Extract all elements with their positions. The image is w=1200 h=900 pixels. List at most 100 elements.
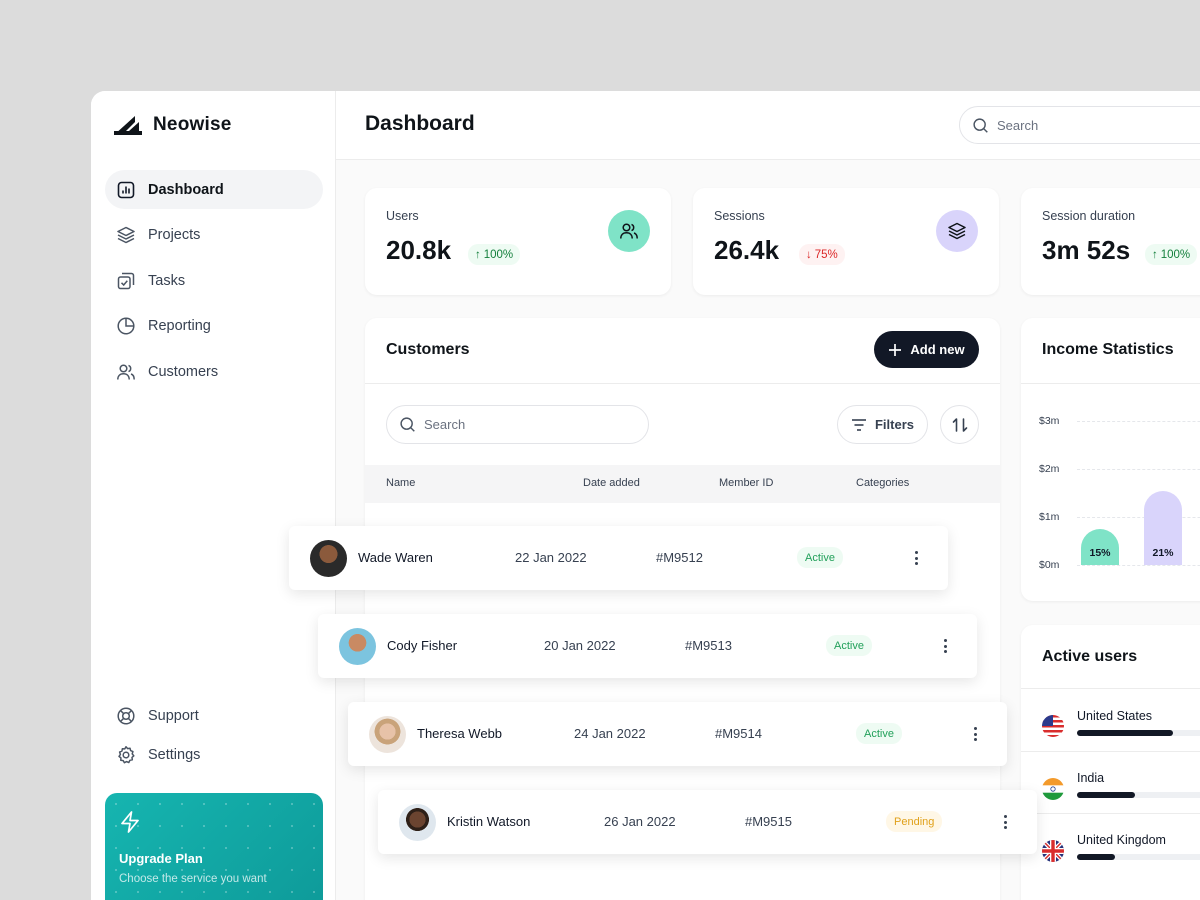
income-bar[interactable]: 15%: [1081, 529, 1119, 565]
more-options-icon[interactable]: [910, 549, 922, 567]
upgrade-plan-card[interactable]: Upgrade Plan Choose the service you want: [105, 793, 323, 900]
bar-label: 15%: [1089, 547, 1111, 559]
stat-value: 3m 52s: [1042, 235, 1131, 265]
more-options-icon[interactable]: [939, 637, 951, 655]
usage-bar-fill: [1077, 792, 1135, 798]
usage-bar-fill: [1077, 730, 1173, 736]
plus-icon: [889, 343, 902, 356]
y-tick-label: $0m: [1039, 559, 1060, 571]
filters-button[interactable]: Filters: [837, 405, 928, 444]
column-header-categories[interactable]: Categories: [856, 477, 910, 489]
income-bar[interactable]: 21%: [1144, 491, 1182, 565]
date-added: 22 Jan 2022: [515, 550, 587, 565]
upgrade-subtitle: Choose the service you want: [119, 873, 267, 885]
india-flag-icon: [1042, 778, 1064, 800]
y-tick-label: $2m: [1039, 463, 1060, 475]
us-flag-icon: [1042, 715, 1064, 737]
stat-card-sessions: Sessions 26.4k ↓ 75%: [693, 188, 999, 295]
y-tick-label: $3m: [1039, 415, 1060, 427]
column-header-member-id[interactable]: Member ID: [719, 477, 774, 489]
stat-value: 20.8k: [386, 235, 452, 265]
sort-button[interactable]: [940, 405, 979, 444]
more-options-icon[interactable]: [999, 813, 1011, 831]
active-users-title: Active users: [1042, 648, 1138, 665]
upgrade-pattern: [105, 793, 323, 900]
customer-search-input[interactable]: Search: [386, 405, 649, 444]
sidebar-item-label: Reporting: [148, 318, 211, 335]
avatar: [310, 540, 347, 577]
sidebar-item-label: Customers: [148, 363, 219, 380]
add-new-label: Add new: [910, 342, 965, 357]
member-id: #M9513: [685, 638, 732, 653]
sidebar-item-label: Tasks: [148, 272, 186, 289]
table-row[interactable]: Cody Fisher 20 Jan 2022 #M9513 Active: [318, 614, 977, 678]
active-users-panel: Active users United States India: [1021, 625, 1200, 900]
grid-line: [1077, 469, 1200, 470]
search-placeholder: Search: [424, 417, 466, 432]
search-placeholder: Search: [997, 117, 1039, 133]
users-icon: [117, 364, 135, 380]
search-icon: [973, 117, 988, 133]
table-row[interactable]: Kristin Watson 26 Jan 2022 #M9515 Pendin…: [378, 790, 1037, 854]
arrow-up-icon: ↑: [1152, 248, 1158, 261]
more-options-icon[interactable]: [969, 725, 981, 743]
sidebar-item-projects[interactable]: Projects: [105, 216, 323, 255]
customer-name: Wade Waren: [358, 550, 433, 565]
sidebar-item-support[interactable]: Support: [105, 696, 323, 735]
sidebar-item-reporting[interactable]: Reporting: [105, 307, 323, 346]
country-row: United Kingdom: [1021, 813, 1200, 875]
customers-title: Customers: [386, 341, 470, 358]
app-window: Neowise Dashboard Projects Tasks Reporti…: [91, 91, 1200, 900]
stat-label: Sessions: [714, 209, 765, 223]
usage-bar: [1077, 854, 1200, 860]
sidebar-item-customers[interactable]: Customers: [105, 352, 323, 391]
stat-label: Users: [386, 209, 419, 223]
change-badge: ↓ 75%: [799, 244, 845, 265]
income-title: Income Statistics: [1042, 341, 1174, 358]
lightning-icon: [121, 811, 139, 833]
status-badge: Pending: [886, 811, 943, 832]
country-name: India: [1077, 771, 1105, 785]
change-badge: ↑ 100%: [468, 244, 521, 265]
table-row[interactable]: Theresa Webb 24 Jan 2022 #M9514 Active: [348, 702, 1007, 766]
sidebar-item-dashboard[interactable]: Dashboard: [105, 170, 323, 209]
usage-bar-fill: [1077, 854, 1115, 860]
add-new-button[interactable]: Add new: [874, 331, 979, 368]
country-row: India: [1021, 751, 1200, 813]
filter-icon: [851, 418, 866, 431]
layers-icon: [117, 226, 135, 244]
sort-icon: [952, 417, 967, 432]
stat-value: 26.4k: [714, 235, 780, 265]
tasks-icon: [117, 272, 135, 289]
date-added: 24 Jan 2022: [574, 726, 646, 741]
change-badge: ↑ 100%: [1145, 244, 1198, 265]
column-header-name[interactable]: Name: [386, 477, 416, 489]
header: Dashboard Search: [336, 91, 1200, 160]
date-added: 20 Jan 2022: [544, 638, 616, 653]
logo-icon: [114, 116, 142, 135]
avatar: [369, 716, 406, 753]
divider: [1021, 383, 1200, 384]
table-row[interactable]: Wade Waren 22 Jan 2022 #M9512 Active: [289, 526, 948, 590]
avatar: [339, 628, 376, 665]
sidebar-item-label: Projects: [148, 227, 201, 244]
arrow-down-icon: ↓: [806, 248, 812, 261]
grid-line: [1077, 517, 1200, 518]
status-badge: Active: [797, 547, 843, 568]
filters-label: Filters: [874, 417, 914, 432]
sidebar-item-tasks[interactable]: Tasks: [105, 261, 323, 300]
customer-name: Kristin Watson: [447, 814, 531, 829]
table-header: Name Date added Member ID Categories: [365, 465, 1000, 503]
member-id: #M9514: [715, 726, 762, 741]
country-name: United Kingdom: [1077, 833, 1166, 847]
sidebar-item-label: Support: [148, 707, 199, 724]
search-input[interactable]: Search: [959, 106, 1200, 144]
bar-label: 21%: [1152, 547, 1174, 559]
divider: [365, 383, 1000, 384]
pie-chart-icon: [117, 317, 135, 335]
column-header-date[interactable]: Date added: [583, 477, 640, 489]
avatar: [399, 804, 436, 841]
sidebar-item-settings[interactable]: Settings: [105, 735, 323, 774]
brand[interactable]: Neowise: [113, 113, 232, 137]
grid-line: [1077, 565, 1200, 566]
